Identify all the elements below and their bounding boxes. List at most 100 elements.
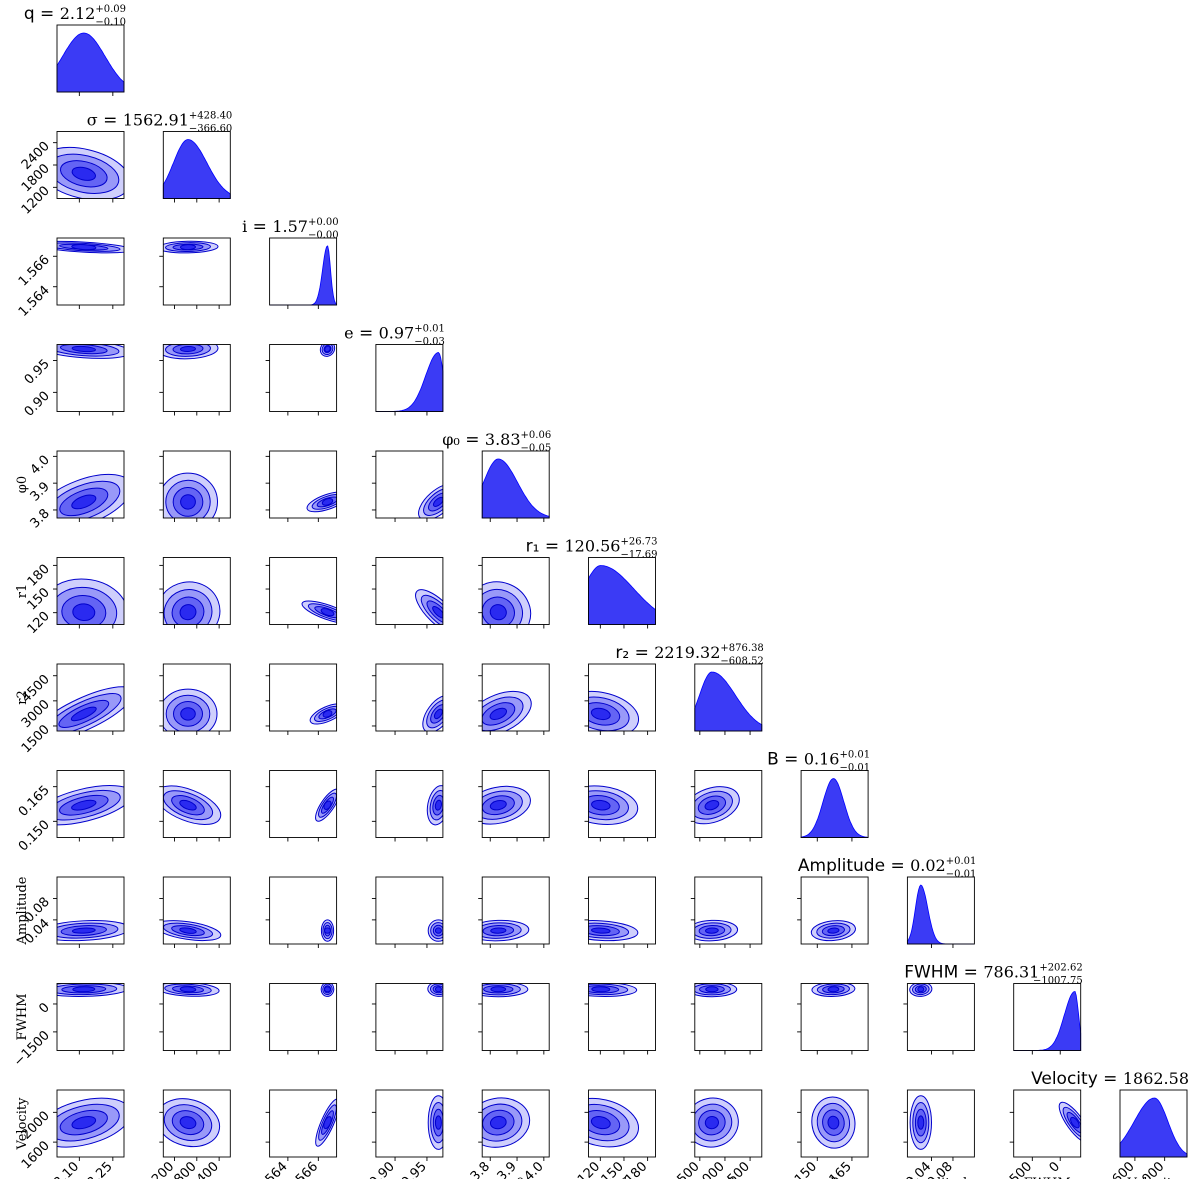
title-B: B = 0.16+0.01 [767, 750, 870, 770]
hist-frame-phi0 [481, 450, 550, 519]
contour-level-4 [917, 1115, 925, 1130]
contour-phi0-vs-e [375, 450, 444, 519]
contour-phi0-vs-q [56, 450, 125, 519]
panel-frame [56, 237, 125, 306]
title-eq-r2: = [629, 643, 654, 663]
y-axis-label-r1: r1 [15, 584, 30, 599]
hist-B: B = 0.16+0.01−0.01 [767, 750, 870, 838]
contour-B-vs-i [269, 770, 338, 838]
contour-B-vs-e [375, 770, 444, 838]
contour-level-4 [704, 1115, 719, 1130]
panel-frame [375, 1089, 444, 1158]
contour-r2-vs-phi0 [481, 663, 550, 732]
hist-area-amp [907, 884, 975, 945]
contour-fwhm-vs-phi0 [481, 983, 550, 1051]
contour-vel-vs-i [269, 1089, 338, 1158]
contour-phi0-vs-i [269, 450, 338, 519]
x-axis-label-r1: r1 [615, 1176, 630, 1179]
panel-frame [269, 450, 338, 519]
hist-area-fwhm [1013, 991, 1082, 1051]
panel-frame [800, 876, 869, 945]
title-eq-phi0: = [460, 430, 485, 450]
hist-phi0: φ₀ = 3.83+0.06−0.05 [442, 430, 551, 519]
panel-frame [269, 983, 338, 1051]
title-symbol-vel: Velocity [1031, 1069, 1098, 1089]
x-tick-label: 4.0 [521, 1159, 546, 1179]
contour-i-vs-q [56, 237, 125, 306]
hist-sigma: σ = 1562.91+428.40−366.60 [87, 111, 233, 199]
panel-frame [906, 1089, 975, 1158]
contour-level-4 [590, 1116, 611, 1130]
panel-frame [906, 983, 975, 1051]
contour-r1-vs-e [375, 557, 444, 625]
title-sigma: σ = 1562.91+428.40 [87, 111, 233, 131]
title-value-phi0: 3.83 [485, 430, 521, 449]
hist-frame-r2 [694, 663, 763, 732]
title-eq-q: = [35, 4, 60, 24]
contour-B-vs-sigma [162, 770, 231, 838]
hist-frame-amp [906, 876, 975, 945]
contour-r1-vs-sigma [162, 557, 231, 625]
contour-r1-vs-phi0 [481, 557, 550, 625]
x-axis-q: 2.102.25q [51, 1157, 116, 1179]
hist-area-q [56, 32, 125, 93]
contour-r2-vs-i [269, 663, 338, 732]
contour-phi0-vs-sigma [162, 450, 231, 519]
panel-frame [56, 770, 125, 838]
title-plus-B: +0.01 [839, 750, 870, 761]
contour-level-4 [324, 345, 331, 353]
y-tick-label: 120 [25, 609, 53, 637]
title-plus-amp: +0.01 [946, 856, 977, 867]
title-minus-B: −0.01 [839, 763, 870, 774]
title-r2: r₂ = 2219.32+876.38 [615, 643, 763, 663]
hist-frame-q [56, 24, 125, 93]
contour-level-4 [827, 986, 840, 993]
contour-level-4 [72, 986, 96, 993]
title-plus-r2: +876.38 [720, 643, 763, 654]
panel-frame [56, 344, 125, 412]
panel-frame [56, 876, 125, 945]
hist-area-e [375, 352, 444, 412]
contour-level-4 [70, 706, 97, 722]
contour-level-4 [323, 800, 332, 810]
hist-frame-i [269, 237, 338, 306]
contour-level-4 [827, 1115, 840, 1130]
contour-level-4 [489, 707, 508, 721]
contour-level-4 [434, 799, 443, 811]
x-axis-label-q: q [86, 1176, 94, 1179]
title-value-q: 2.12 [60, 4, 96, 23]
contour-level-4 [322, 710, 333, 718]
contour-level-4 [434, 986, 442, 993]
panel-frame [375, 876, 444, 945]
contour-level-4 [434, 1115, 442, 1130]
y-tick-label: 1500 [19, 722, 53, 756]
hist-area-vel [1119, 1097, 1188, 1158]
title-eq-vel: = [1098, 1069, 1123, 1089]
contour-vel-vs-B [800, 1089, 869, 1158]
panel-frame [694, 1089, 763, 1158]
y-tick-label: 1.564 [16, 283, 53, 320]
title-symbol-sigma: σ [87, 111, 98, 130]
contour-level-4 [179, 927, 197, 934]
panel-frame [269, 1089, 338, 1158]
hist-area-B [800, 778, 869, 838]
contour-amp-vs-phi0 [481, 876, 550, 945]
contour-level-4 [323, 1116, 332, 1130]
contour-level-4 [179, 799, 197, 811]
title-eq-i: = [247, 217, 272, 237]
y-axis-e: 0.900.95 [22, 357, 57, 420]
title-fwhm: FWHM = 786.31+202.62 [904, 963, 1082, 983]
title-value-fwhm: 786.31 [983, 963, 1039, 982]
contour-B-vs-r1 [588, 770, 656, 838]
title-symbol-r2: r₂ [615, 643, 629, 663]
panel-frame [375, 557, 444, 625]
